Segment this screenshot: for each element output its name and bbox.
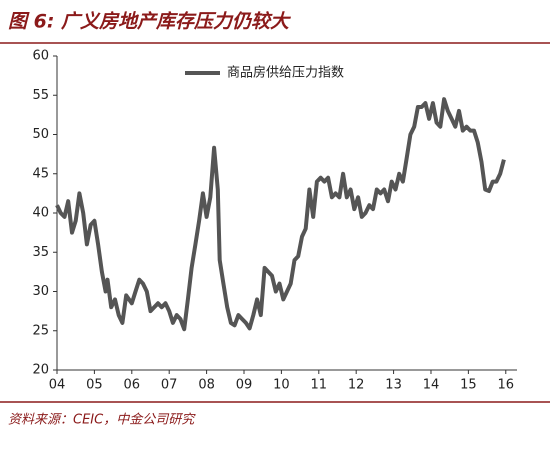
chart-title: 图 6: 广义房地产库存压力仍较大	[8, 11, 291, 33]
x-tick-label: 12	[348, 378, 365, 393]
y-tick-label: 50	[32, 127, 49, 142]
x-tick-label: 07	[161, 378, 178, 393]
y-tick-label: 45	[32, 166, 49, 181]
x-tick-label: 10	[273, 378, 290, 393]
x-tick-label: 09	[236, 378, 253, 393]
y-tick-label: 35	[32, 245, 49, 260]
x-tick-label: 04	[49, 378, 66, 393]
x-tick-label: 11	[311, 378, 328, 393]
x-tick-label: 13	[385, 378, 402, 393]
y-tick-label: 25	[32, 323, 49, 338]
y-tick-label: 20	[32, 363, 49, 378]
x-tick-label: 14	[423, 378, 440, 393]
x-tick-label: 15	[460, 378, 477, 393]
y-tick-label: 60	[32, 49, 49, 64]
series-line	[55, 97, 506, 332]
y-tick-label: 30	[32, 284, 49, 299]
x-tick-label: 08	[198, 378, 215, 393]
legend-label: 商品房供给压力指数	[227, 65, 344, 81]
x-tick-label: 06	[124, 378, 141, 393]
y-tick-label: 55	[32, 88, 49, 103]
x-tick-label: 05	[86, 378, 103, 393]
x-tick-label: 16	[498, 378, 515, 393]
y-tick-label: 40	[32, 206, 49, 221]
source: 资料来源：CEIC，中金公司研究	[8, 412, 196, 428]
